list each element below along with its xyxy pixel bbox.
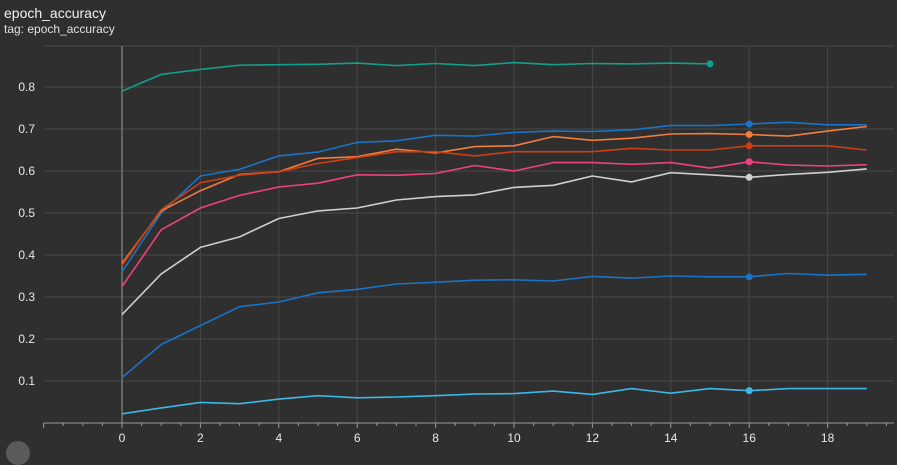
y-tick-label: 0.6 (18, 164, 35, 178)
series-line-5 (121, 161, 867, 287)
chart-tag: tag: epoch_accuracy (4, 22, 115, 36)
series-marker-4 (745, 142, 753, 150)
y-tick-label: 0.3 (18, 290, 35, 304)
series-marker-7 (745, 273, 753, 281)
series-line-2 (121, 121, 867, 273)
y-tick-label: 0.5 (18, 206, 35, 220)
chart-series (121, 60, 867, 415)
x-tick-label: 12 (586, 431, 600, 445)
chart-tick-labels: 0 2 4 6 8 10 12 14 16 18 0.1 0.2 0.3 0.4 0.5 0.6 0.7 0.8 (18, 80, 834, 445)
x-tick-label: 8 (432, 431, 439, 445)
line-chart: 0 2 4 6 8 10 12 14 16 18 0.1 0.2 0.3 0.4 0.5 0.6 0.7 0.8 (18, 45, 894, 445)
chart-axes (43, 46, 894, 428)
x-tick-label: 18 (821, 431, 835, 445)
x-tick-label: 4 (275, 431, 282, 445)
series-line-1 (121, 61, 711, 92)
x-tick-label: 10 (507, 431, 521, 445)
chart-title: epoch_accuracy (4, 5, 106, 21)
x-tick-label: 16 (743, 431, 757, 445)
series-marker-3 (745, 130, 753, 138)
series-line-4 (121, 145, 867, 266)
series-marker-1 (706, 60, 714, 68)
series-marker-5 (745, 158, 753, 166)
y-tick-label: 0.8 (18, 80, 35, 94)
y-tick-label: 0.1 (18, 374, 35, 388)
x-tick-label: 0 (119, 431, 126, 445)
y-tick-label: 0.7 (18, 122, 35, 136)
series-line-7 (121, 272, 867, 379)
chart-header: epoch_accuracy tag: epoch_accuracy (4, 4, 115, 36)
x-tick-label: 6 (354, 431, 361, 445)
series-line-8 (121, 387, 867, 415)
x-tick-label: 14 (664, 431, 678, 445)
series-marker-2 (745, 120, 753, 128)
chart-grid (44, 45, 894, 424)
series-line-6 (121, 168, 867, 316)
y-tick-label: 0.2 (18, 332, 35, 346)
y-tick-label: 0.4 (18, 248, 35, 262)
settings-icon[interactable] (6, 441, 30, 465)
series-marker-8 (745, 387, 753, 395)
series-marker-6 (745, 173, 753, 181)
x-tick-label: 2 (197, 431, 204, 445)
series-line-3 (121, 125, 867, 264)
